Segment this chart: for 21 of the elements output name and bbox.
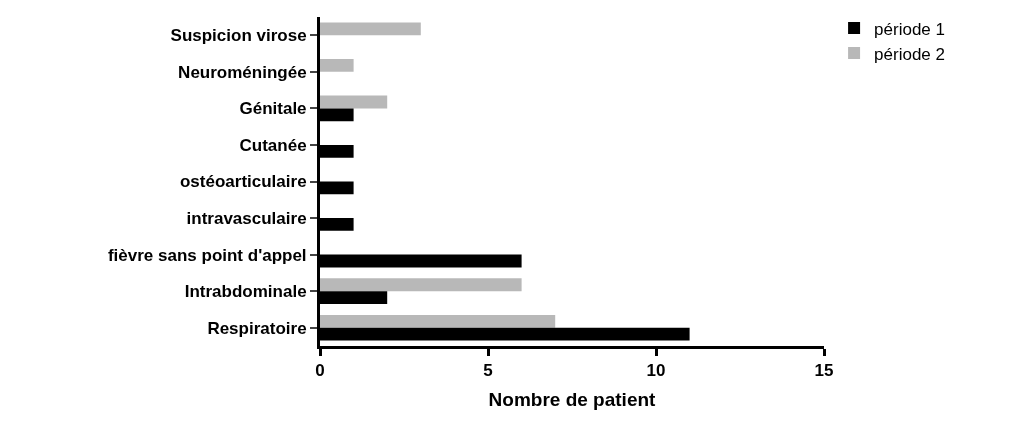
legend-label: période 1 <box>874 19 945 39</box>
x-tick-label: 15 <box>814 361 834 381</box>
bar <box>320 314 556 328</box>
y-tick-label: Neuroméningée <box>178 62 307 82</box>
x-tick-label: 0 <box>315 361 325 381</box>
y-tick-label: Respiratoire <box>207 318 307 338</box>
x-axis-title: Nombre de patient <box>488 389 657 411</box>
legend-label: période 2 <box>874 44 945 64</box>
x-tick-label: 5 <box>483 361 493 381</box>
bar <box>320 22 421 36</box>
y-tick-label: intravasculaire <box>186 209 307 229</box>
y-tick-label: fièvre sans point d'appel <box>107 245 307 265</box>
y-tick-label: Cutanée <box>239 135 307 155</box>
y-tick-label: Intrabdominale <box>184 282 307 302</box>
bar <box>320 278 522 292</box>
y-tick-label: Génitale <box>239 99 307 119</box>
y-tick-label: ostéoarticulaire <box>179 172 307 192</box>
bar <box>320 59 354 72</box>
bar <box>320 95 388 109</box>
y-tick-label: Suspicion virose <box>170 26 307 46</box>
x-tick-label: 10 <box>646 361 666 381</box>
